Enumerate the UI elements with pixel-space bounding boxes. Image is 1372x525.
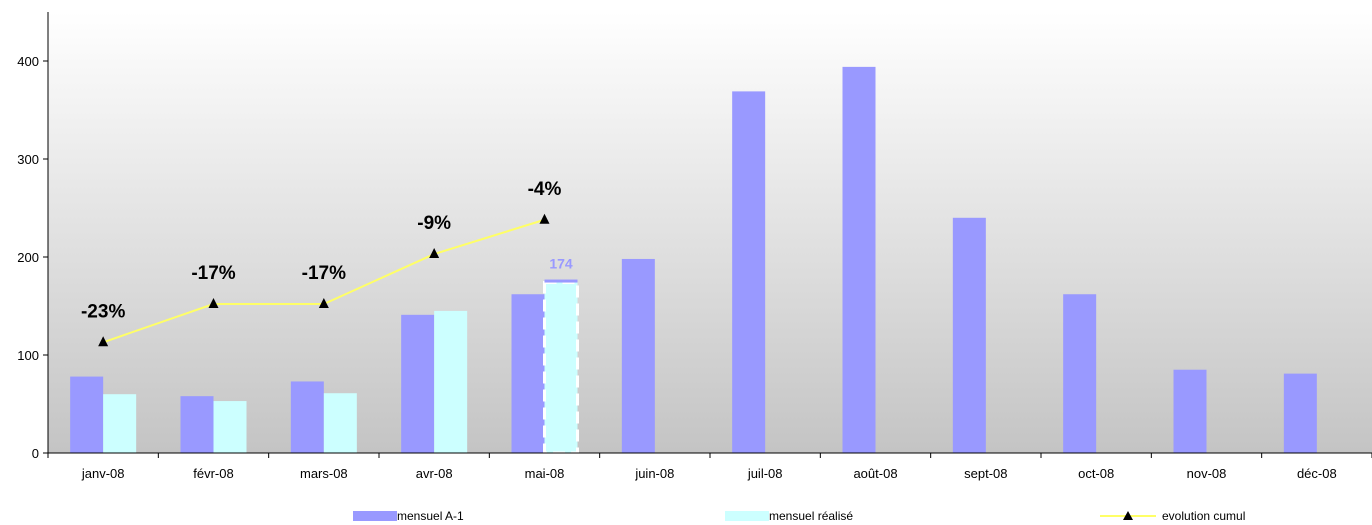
y-tick-label-100: 100 <box>17 348 39 363</box>
x-tick-label-avr-08: avr-08 <box>416 466 453 481</box>
bar-mensuel-a-1-nov-08 <box>1173 369 1207 453</box>
bar-mensuel-realise-janv-08 <box>103 394 137 453</box>
x-tick-label-nov-08: nov-08 <box>1187 466 1227 481</box>
plot-background <box>48 12 1372 453</box>
x-tick-label-fevr-08: févr-08 <box>193 466 233 481</box>
bar-mensuel-a-1-sept-08 <box>952 217 986 453</box>
bar-mensuel-a-1-mars-08 <box>290 381 324 453</box>
bar-mensuel-realise-fevr-08 <box>213 401 247 453</box>
bar-mensuel-a-1-aout-08 <box>842 66 876 453</box>
bar-mensuel-realise-avr-08 <box>434 310 468 453</box>
bar-mensuel-a-1-fevr-08 <box>180 396 214 453</box>
data-label-mai-08: 174 <box>549 255 573 271</box>
bar-mensuel-a-1-avr-08 <box>401 314 435 453</box>
marker-evolution-cumul-janv-08 <box>98 336 109 347</box>
bar-mensuel-a-1-oct-08 <box>1063 294 1097 453</box>
marker-evolution-cumul-fevr-08 <box>208 298 219 309</box>
x-tick-label-mars-08: mars-08 <box>300 466 348 481</box>
x-tick-label-mai-08: mai-08 <box>525 466 565 481</box>
bar-mensuel-a-1-juin-08 <box>621 258 655 453</box>
legend-label-evolution-cumul: evolution cumul <box>1162 509 1245 523</box>
pct-label-janv-08: -23% <box>81 301 125 322</box>
y-tick-label-0: 0 <box>32 446 39 461</box>
x-tick-label-aout-08: août-08 <box>853 466 897 481</box>
pct-label-mars-08: -17% <box>302 263 346 284</box>
x-tick-label-janv-08: janv-08 <box>81 466 125 481</box>
bar-mensuel-a-1-mai-08 <box>511 294 545 453</box>
bar-mensuel-realise-mai-08 <box>543 280 579 455</box>
marker-evolution-cumul-avr-08 <box>429 248 440 259</box>
pct-label-mai-08: -4% <box>528 179 562 200</box>
marker-evolution-cumul-mai-08 <box>539 213 550 224</box>
y-tick-label-300: 300 <box>17 152 39 167</box>
x-tick-label-oct-08: oct-08 <box>1078 466 1114 481</box>
y-tick-label-400: 400 <box>17 54 39 69</box>
bar-mensuel-realise-mars-08 <box>323 393 357 453</box>
legend-swatch-mensuel-a-1 <box>353 511 397 521</box>
legend-swatch-mensuel-realise <box>725 511 769 521</box>
x-tick-label-sept-08: sept-08 <box>964 466 1007 481</box>
legend: mensuel A-1 mensuel réalisé evolution cumu… <box>353 509 1245 523</box>
bar-mensuel-a-1-dec-08 <box>1283 373 1317 453</box>
y-tick-label-200: 200 <box>17 250 39 265</box>
x-tick-label-juin-08: juin-08 <box>634 466 674 481</box>
x-tick-label-juil-08: juil-08 <box>747 466 783 481</box>
legend-marker-evolution-cumul <box>1123 511 1133 520</box>
x-tick-label-dec-08: déc-08 <box>1297 466 1337 481</box>
pct-label-fevr-08: -17% <box>191 263 235 284</box>
pct-label-avr-08: -9% <box>417 213 451 234</box>
marker-evolution-cumul-mars-08 <box>318 298 329 309</box>
legend-label-mensuel-a-1: mensuel A-1 <box>397 509 464 523</box>
bar-mensuel-a-1-janv-08 <box>70 376 104 453</box>
legend-label-mensuel-realise: mensuel réalisé <box>769 509 853 523</box>
bar-mensuel-a-1-juil-08 <box>732 91 766 453</box>
bar-cap-mensuel-a-1-mai-08 <box>544 279 578 283</box>
